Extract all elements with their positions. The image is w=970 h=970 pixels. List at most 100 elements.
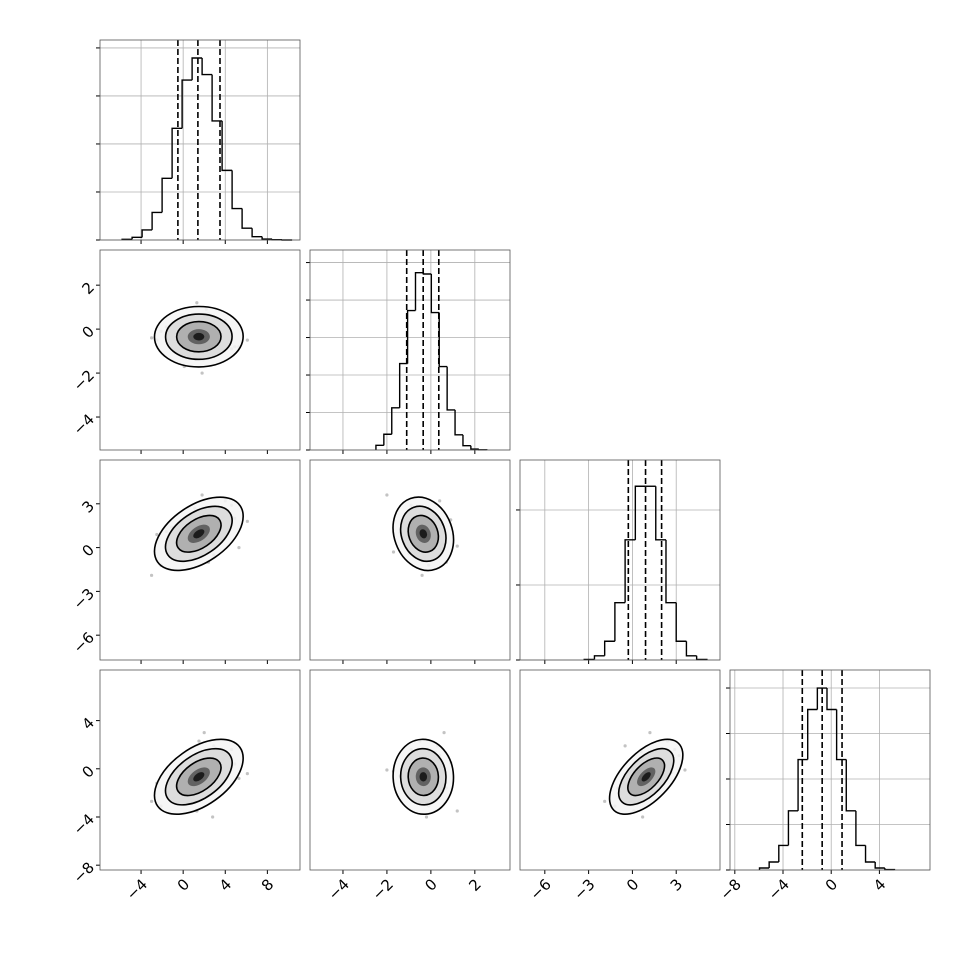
panel: −6 −3 0 3 bbox=[519, 669, 721, 904]
histogram-bin bbox=[141, 229, 153, 238]
histogram-bin bbox=[201, 58, 213, 76]
histogram-bin bbox=[778, 844, 789, 862]
histogram-bin bbox=[624, 539, 636, 603]
panel bbox=[306, 249, 511, 454]
sample-point bbox=[200, 493, 204, 497]
sample-point bbox=[683, 768, 687, 772]
sample-point bbox=[603, 799, 607, 803]
sample-point bbox=[424, 815, 429, 819]
x-tick-label: 2 bbox=[465, 875, 484, 894]
y-tick-label: −2 bbox=[70, 366, 98, 394]
sample-point bbox=[420, 573, 424, 577]
contour bbox=[193, 332, 205, 341]
sample-point bbox=[641, 815, 645, 819]
panel-frame bbox=[519, 459, 721, 661]
histogram-bin bbox=[614, 601, 626, 642]
histogram-bin bbox=[430, 273, 440, 314]
panel-content bbox=[603, 731, 687, 819]
contour bbox=[419, 772, 428, 782]
panel: −4 −2 0 2 bbox=[70, 249, 301, 454]
panel: −8 −4 0 4 −4 0 4 8 bbox=[70, 669, 301, 904]
panel-frame bbox=[519, 669, 721, 871]
sample-point bbox=[149, 573, 154, 577]
y-tick-label: −4 bbox=[70, 410, 98, 438]
sample-point bbox=[149, 799, 154, 803]
panel-frame bbox=[309, 459, 511, 661]
panel-frame bbox=[729, 669, 931, 871]
histogram-bin bbox=[665, 539, 677, 604]
contour bbox=[419, 529, 428, 539]
panel-content bbox=[149, 731, 249, 819]
histogram-bin bbox=[231, 170, 243, 210]
histogram-bin bbox=[634, 485, 646, 540]
sample-point bbox=[237, 776, 241, 781]
panel bbox=[309, 459, 511, 664]
panel-content bbox=[149, 301, 249, 375]
panel: −8 −4 0 4 bbox=[716, 669, 931, 904]
histogram-bin bbox=[758, 867, 770, 870]
panel-frame bbox=[99, 39, 301, 241]
histogram-bin bbox=[191, 57, 203, 81]
histogram-bin bbox=[406, 309, 416, 364]
histogram-bin bbox=[391, 407, 400, 435]
histogram-bin bbox=[422, 272, 432, 275]
contour bbox=[641, 772, 651, 782]
x-tick-label: 4 bbox=[216, 875, 235, 894]
sample-point bbox=[455, 809, 459, 813]
histogram-bin bbox=[131, 236, 143, 240]
y-tick-label: 0 bbox=[79, 541, 98, 560]
x-tick-label: 0 bbox=[623, 875, 642, 894]
sample-point bbox=[385, 768, 389, 772]
y-tick-label: 2 bbox=[79, 278, 98, 297]
histogram-bin bbox=[221, 120, 233, 172]
panel-frame bbox=[309, 249, 511, 451]
histogram-bin bbox=[655, 486, 666, 541]
x-tick-label: −4 bbox=[765, 875, 793, 903]
sample-point bbox=[245, 772, 249, 776]
histogram-bin bbox=[161, 177, 173, 213]
y-tick-label: 3 bbox=[79, 497, 98, 516]
histogram-bin bbox=[816, 687, 827, 710]
x-tick-label: 0 bbox=[421, 875, 440, 894]
histogram-bin bbox=[835, 709, 847, 761]
contour bbox=[193, 529, 205, 539]
x-tick-label: −8 bbox=[716, 875, 744, 903]
sample-point bbox=[245, 338, 249, 342]
panel-content bbox=[149, 493, 249, 577]
histogram-bin bbox=[768, 861, 779, 868]
panel: −4 −2 0 2 bbox=[309, 669, 511, 904]
histogram-bin bbox=[383, 433, 392, 446]
panel-frame bbox=[99, 249, 301, 451]
panel bbox=[516, 459, 721, 664]
y-tick-label: −6 bbox=[70, 628, 98, 656]
x-tick-label: −2 bbox=[369, 875, 397, 903]
sample-point bbox=[237, 545, 241, 550]
panel-content bbox=[385, 731, 459, 819]
y-tick-label: −8 bbox=[70, 858, 98, 886]
sample-point bbox=[149, 336, 154, 340]
y-tick-label: 0 bbox=[79, 762, 98, 781]
x-tick-label: 8 bbox=[258, 875, 277, 894]
y-tick-label: 4 bbox=[79, 714, 98, 733]
panel bbox=[96, 39, 301, 244]
histogram-bin bbox=[398, 362, 408, 408]
histogram-bin bbox=[470, 445, 479, 450]
histogram-bin bbox=[462, 434, 471, 447]
y-tick-label: −4 bbox=[70, 810, 98, 838]
histogram-bin bbox=[855, 810, 866, 847]
y-tick-label: 0 bbox=[79, 322, 98, 341]
sample-point bbox=[211, 815, 215, 819]
sample-point bbox=[442, 731, 446, 735]
histogram-bin bbox=[874, 861, 885, 869]
histogram-bin bbox=[787, 810, 799, 846]
histogram-bin bbox=[797, 758, 808, 811]
histogram-bin bbox=[685, 641, 697, 657]
sample-point bbox=[245, 519, 249, 523]
x-tick-label: −4 bbox=[325, 875, 353, 903]
histogram-bin bbox=[261, 236, 273, 240]
histogram-bin bbox=[414, 271, 424, 311]
histogram-bin bbox=[438, 312, 448, 368]
histogram-bin bbox=[807, 708, 818, 760]
histogram-bin bbox=[241, 208, 253, 229]
histogram-bin bbox=[826, 688, 837, 711]
